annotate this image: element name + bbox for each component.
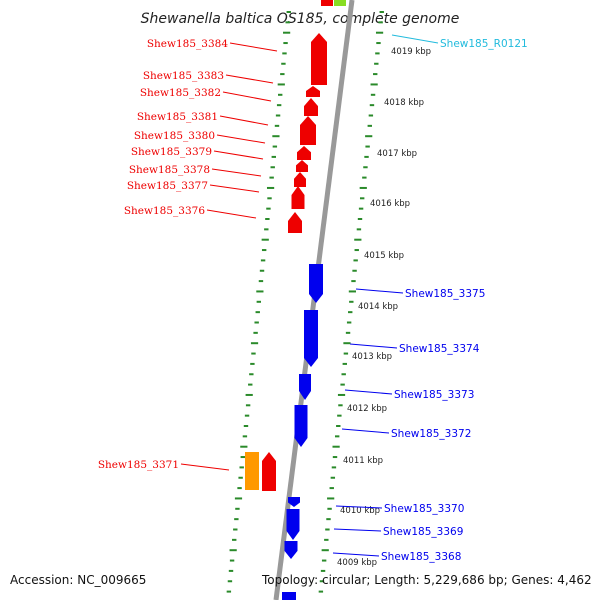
gene-feature[interactable] [321, 0, 333, 6]
gene-feature[interactable] [311, 33, 327, 85]
gene-label[interactable]: Shew185_3376 [124, 205, 205, 217]
gene-feature[interactable] [334, 0, 346, 6]
gene-feature[interactable] [288, 212, 302, 233]
gene-feature[interactable] [284, 541, 298, 559]
gene-label[interactable]: Shew185_3375 [405, 288, 485, 300]
gene-leader-line [344, 389, 393, 395]
gene-features [245, 0, 346, 600]
tick-marks [226, 11, 384, 593]
gene-feature[interactable] [304, 98, 318, 116]
gene-feature[interactable] [288, 497, 300, 507]
ruler-label: 4013 kbp [352, 352, 392, 362]
gene-feature[interactable] [294, 405, 308, 447]
genome-title: Shewanella baltica OS185, complete genom… [141, 11, 460, 27]
gene-label[interactable]: Shew185_3377 [127, 180, 208, 192]
gene-label[interactable]: Shew185_3378 [129, 164, 210, 176]
gene-feature[interactable] [299, 374, 311, 400]
gene-feature[interactable] [306, 86, 320, 97]
gene-leader-line [213, 150, 264, 160]
gene-label[interactable]: Shew185_3382 [140, 87, 221, 99]
ruler-label: 4017 kbp [377, 149, 417, 159]
gene-label[interactable]: Shew185_3372 [391, 428, 471, 440]
ruler-labels: 4019 kbp 4018 kbp 4017 kbp 4016 kbp 4015 kbp… [337, 47, 431, 568]
gene-leader-line [355, 288, 404, 294]
gene-leader-line [222, 91, 272, 102]
gene-label[interactable]: Shew185_3369 [383, 526, 463, 538]
gene-feature[interactable] [245, 452, 259, 490]
gene-feature[interactable] [282, 592, 296, 600]
accession-text: Accession: NC_009665 [10, 573, 147, 587]
gene-label[interactable]: Shew185_3383 [143, 70, 224, 82]
gene-leader-line [180, 463, 230, 471]
gene-leader-line [335, 505, 383, 509]
ruler-label: 4019 kbp [391, 47, 431, 57]
gene-label[interactable]: Shew185_3374 [399, 343, 480, 355]
ruler-label: 4015 kbp [364, 251, 404, 261]
gene-leader-line [211, 168, 262, 177]
gene-leader-line [225, 74, 274, 84]
ruler-label: 4009 kbp [337, 558, 377, 568]
ruler-label: 4012 kbp [347, 404, 387, 414]
gene-leader-line [333, 528, 382, 532]
gene-label[interactable]: Shew185_3373 [394, 389, 474, 401]
gene-feature[interactable] [309, 264, 323, 303]
gene-feature[interactable] [294, 172, 306, 187]
gene-leader-line [216, 134, 266, 144]
gene-leader-line [391, 34, 439, 44]
gene-leader-line [349, 343, 398, 349]
gene-label[interactable]: Shew185_R0121 [440, 38, 528, 50]
gene-label[interactable]: Shew185_3384 [147, 38, 228, 50]
gene-leader-line [229, 42, 278, 52]
gene-leader-line [219, 115, 269, 126]
ruler-label: 4016 kbp [370, 199, 410, 209]
gene-leader-line [209, 184, 260, 193]
gene-feature[interactable] [291, 186, 305, 209]
gene-label[interactable]: Shew185_3380 [134, 130, 215, 142]
gene-leader-line [332, 552, 380, 557]
gene-label[interactable]: Shew185_3379 [131, 146, 212, 158]
gene-labels: Shew185_R0121 Shew185_3384 Shew185_3383 She… [98, 34, 528, 563]
gene-label[interactable]: Shew185_3381 [137, 111, 218, 123]
gene-leader-line [341, 428, 390, 434]
gene-label[interactable]: Shew185_3371 [98, 459, 179, 471]
gene-feature[interactable] [297, 146, 311, 160]
gene-feature[interactable] [296, 160, 308, 172]
topology-text: Topology: circular; Length: 5,229,686 bp… [262, 573, 592, 587]
gene-feature[interactable] [286, 509, 300, 540]
gene-feature[interactable] [304, 310, 318, 367]
gene-feature[interactable] [300, 116, 316, 145]
ruler-label: 4014 kbp [358, 302, 398, 312]
gene-label[interactable]: Shew185_3370 [384, 503, 464, 515]
ruler-label: 4010 kbp [340, 506, 380, 516]
gene-leader-line [206, 209, 257, 219]
ruler-label: 4018 kbp [384, 98, 424, 108]
gene-label[interactable]: Shew185_3368 [381, 551, 461, 563]
gene-feature[interactable] [262, 452, 276, 491]
ruler-label: 4011 kbp [343, 456, 383, 466]
